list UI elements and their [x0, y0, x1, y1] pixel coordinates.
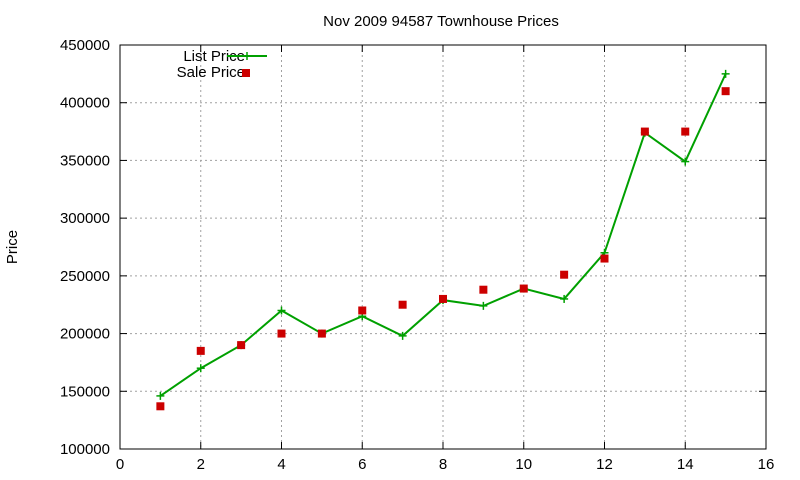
- sale-price-point: [560, 270, 569, 279]
- x-tick-label: 2: [197, 456, 205, 473]
- y-tick-label: 300000: [60, 210, 110, 227]
- x-tick-label: 10: [515, 456, 532, 473]
- legend-label: List Price: [183, 48, 245, 65]
- y-axis-label: Price: [4, 230, 21, 264]
- sale-price-point: [439, 294, 447, 303]
- y-tick-label: 250000: [60, 268, 110, 285]
- list-price-point: [721, 69, 730, 78]
- x-tick-label: 6: [358, 456, 366, 473]
- x-tick-label: 12: [596, 456, 613, 473]
- axis-ticks: 0 2 4 6 8 10 12 14 16 100000 150000 200000 250000 300…: [60, 37, 774, 473]
- list-price-point: [398, 331, 407, 340]
- sale-price-point: [196, 346, 205, 355]
- x-tick-label: 8: [439, 456, 447, 473]
- list-price-point: [479, 301, 488, 310]
- x-tick-label: 16: [758, 456, 775, 473]
- sale-price-point: [358, 306, 367, 315]
- x-tick-label: 14: [677, 456, 694, 473]
- list-price-point: [277, 306, 286, 315]
- chart-title: Nov 2009 94587 Townhouse Prices: [323, 13, 559, 30]
- list-price-point: [156, 391, 165, 400]
- sale-price-point: [317, 329, 326, 338]
- y-tick-label: 450000: [60, 37, 110, 54]
- legend-swatch-marker: [243, 52, 251, 60]
- sale-price-point: [519, 284, 528, 293]
- sale-price-point: [479, 285, 488, 294]
- sale-price-point: [600, 254, 609, 263]
- sale-price-point: [277, 329, 286, 338]
- list-price-point: [681, 157, 690, 166]
- y-tick-label: 400000: [60, 95, 110, 112]
- sale-price-point: [398, 300, 407, 309]
- sale-price-point: [237, 341, 246, 350]
- list-price-point: [560, 294, 569, 303]
- x-tick-label: 4: [277, 456, 285, 473]
- sale-price-point: [681, 127, 690, 136]
- list-price-point: [196, 364, 205, 373]
- y-tick-label: 200000: [60, 326, 110, 343]
- y-tick-label: 350000: [60, 152, 110, 169]
- y-tick-label: 100000: [60, 441, 110, 458]
- x-tick-label: 0: [116, 456, 124, 473]
- sale-price-point: [156, 402, 165, 411]
- y-tick-label: 150000: [60, 383, 110, 400]
- legend-swatch-marker: [242, 69, 250, 77]
- series-layer: [156, 69, 730, 411]
- legend-label: Sale Price: [177, 64, 245, 81]
- sale-price-point: [640, 127, 649, 136]
- grid: [120, 45, 766, 449]
- sale-price-point: [721, 87, 730, 96]
